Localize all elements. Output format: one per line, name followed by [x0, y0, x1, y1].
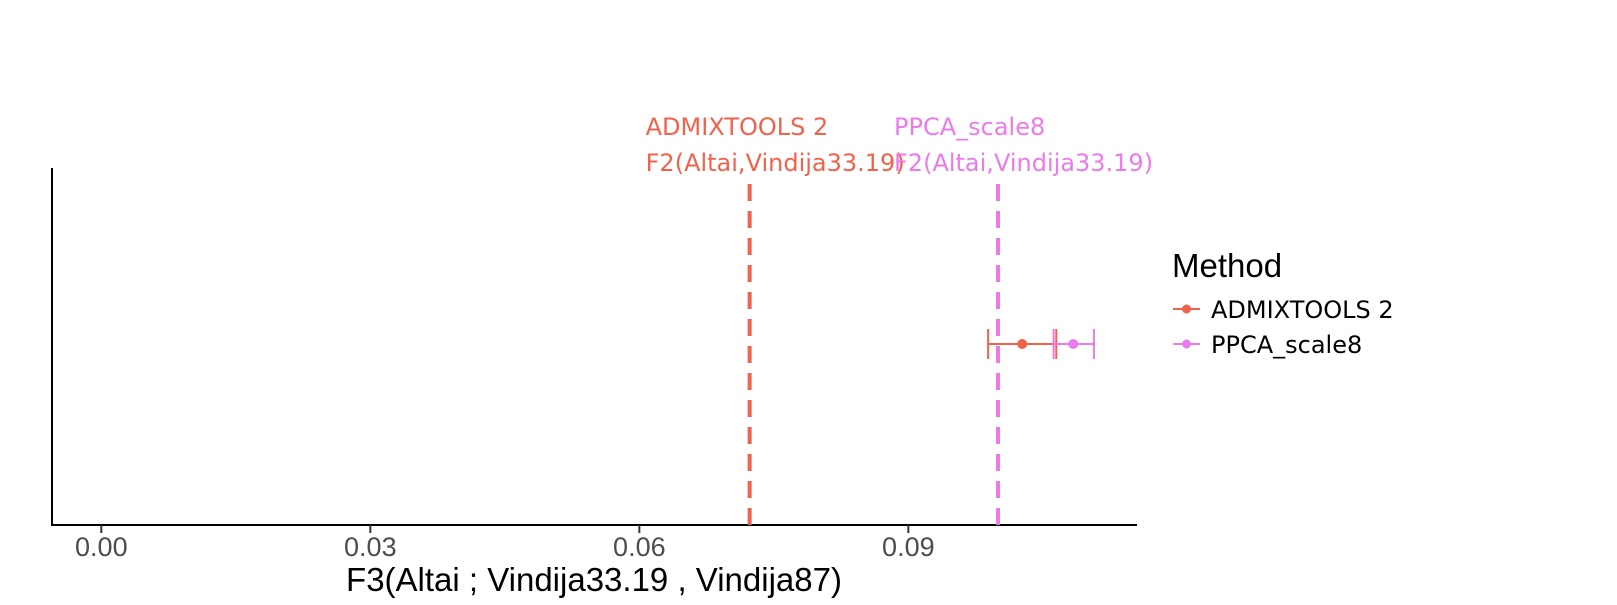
legend-key-dot: [1182, 339, 1191, 349]
reference-label-line2: F2(Altai,Vindija33.19): [894, 149, 1153, 177]
x-ticks: 0.00 0.03 0.06 0.09: [75, 525, 935, 562]
legend: Method ADMIXTOOLS 2 PPCA_scale8: [1172, 247, 1394, 359]
data-point: [1017, 339, 1028, 349]
legend-label: PPCA_scale8: [1211, 331, 1362, 359]
reference-label-line2: F2(Altai,Vindija33.19): [646, 149, 905, 177]
reference-label-line1: PPCA_scale8: [894, 113, 1045, 141]
x-axis-title: F3(Altai ; Vindija33.19 , Vindija87): [346, 561, 842, 598]
legend-label: ADMIXTOOLS 2: [1211, 296, 1394, 324]
reference-label-line1: ADMIXTOOLS 2: [646, 113, 829, 141]
legend-title: Method: [1172, 247, 1282, 284]
data-points: [987, 329, 1095, 359]
legend-key-dot: [1182, 304, 1191, 314]
x-tick-label: 0.09: [882, 532, 935, 562]
legend-keys: ADMIXTOOLS 2 PPCA_scale8: [1173, 296, 1394, 359]
reference-lines: ADMIXTOOLS 2 F2(Altai,Vindija33.19) PPCA_s…: [646, 113, 1153, 525]
x-tick-label: 0.06: [613, 532, 666, 562]
x-tick-label: 0.03: [344, 532, 397, 562]
x-tick-label: 0.00: [75, 532, 128, 562]
data-point: [1068, 339, 1079, 349]
